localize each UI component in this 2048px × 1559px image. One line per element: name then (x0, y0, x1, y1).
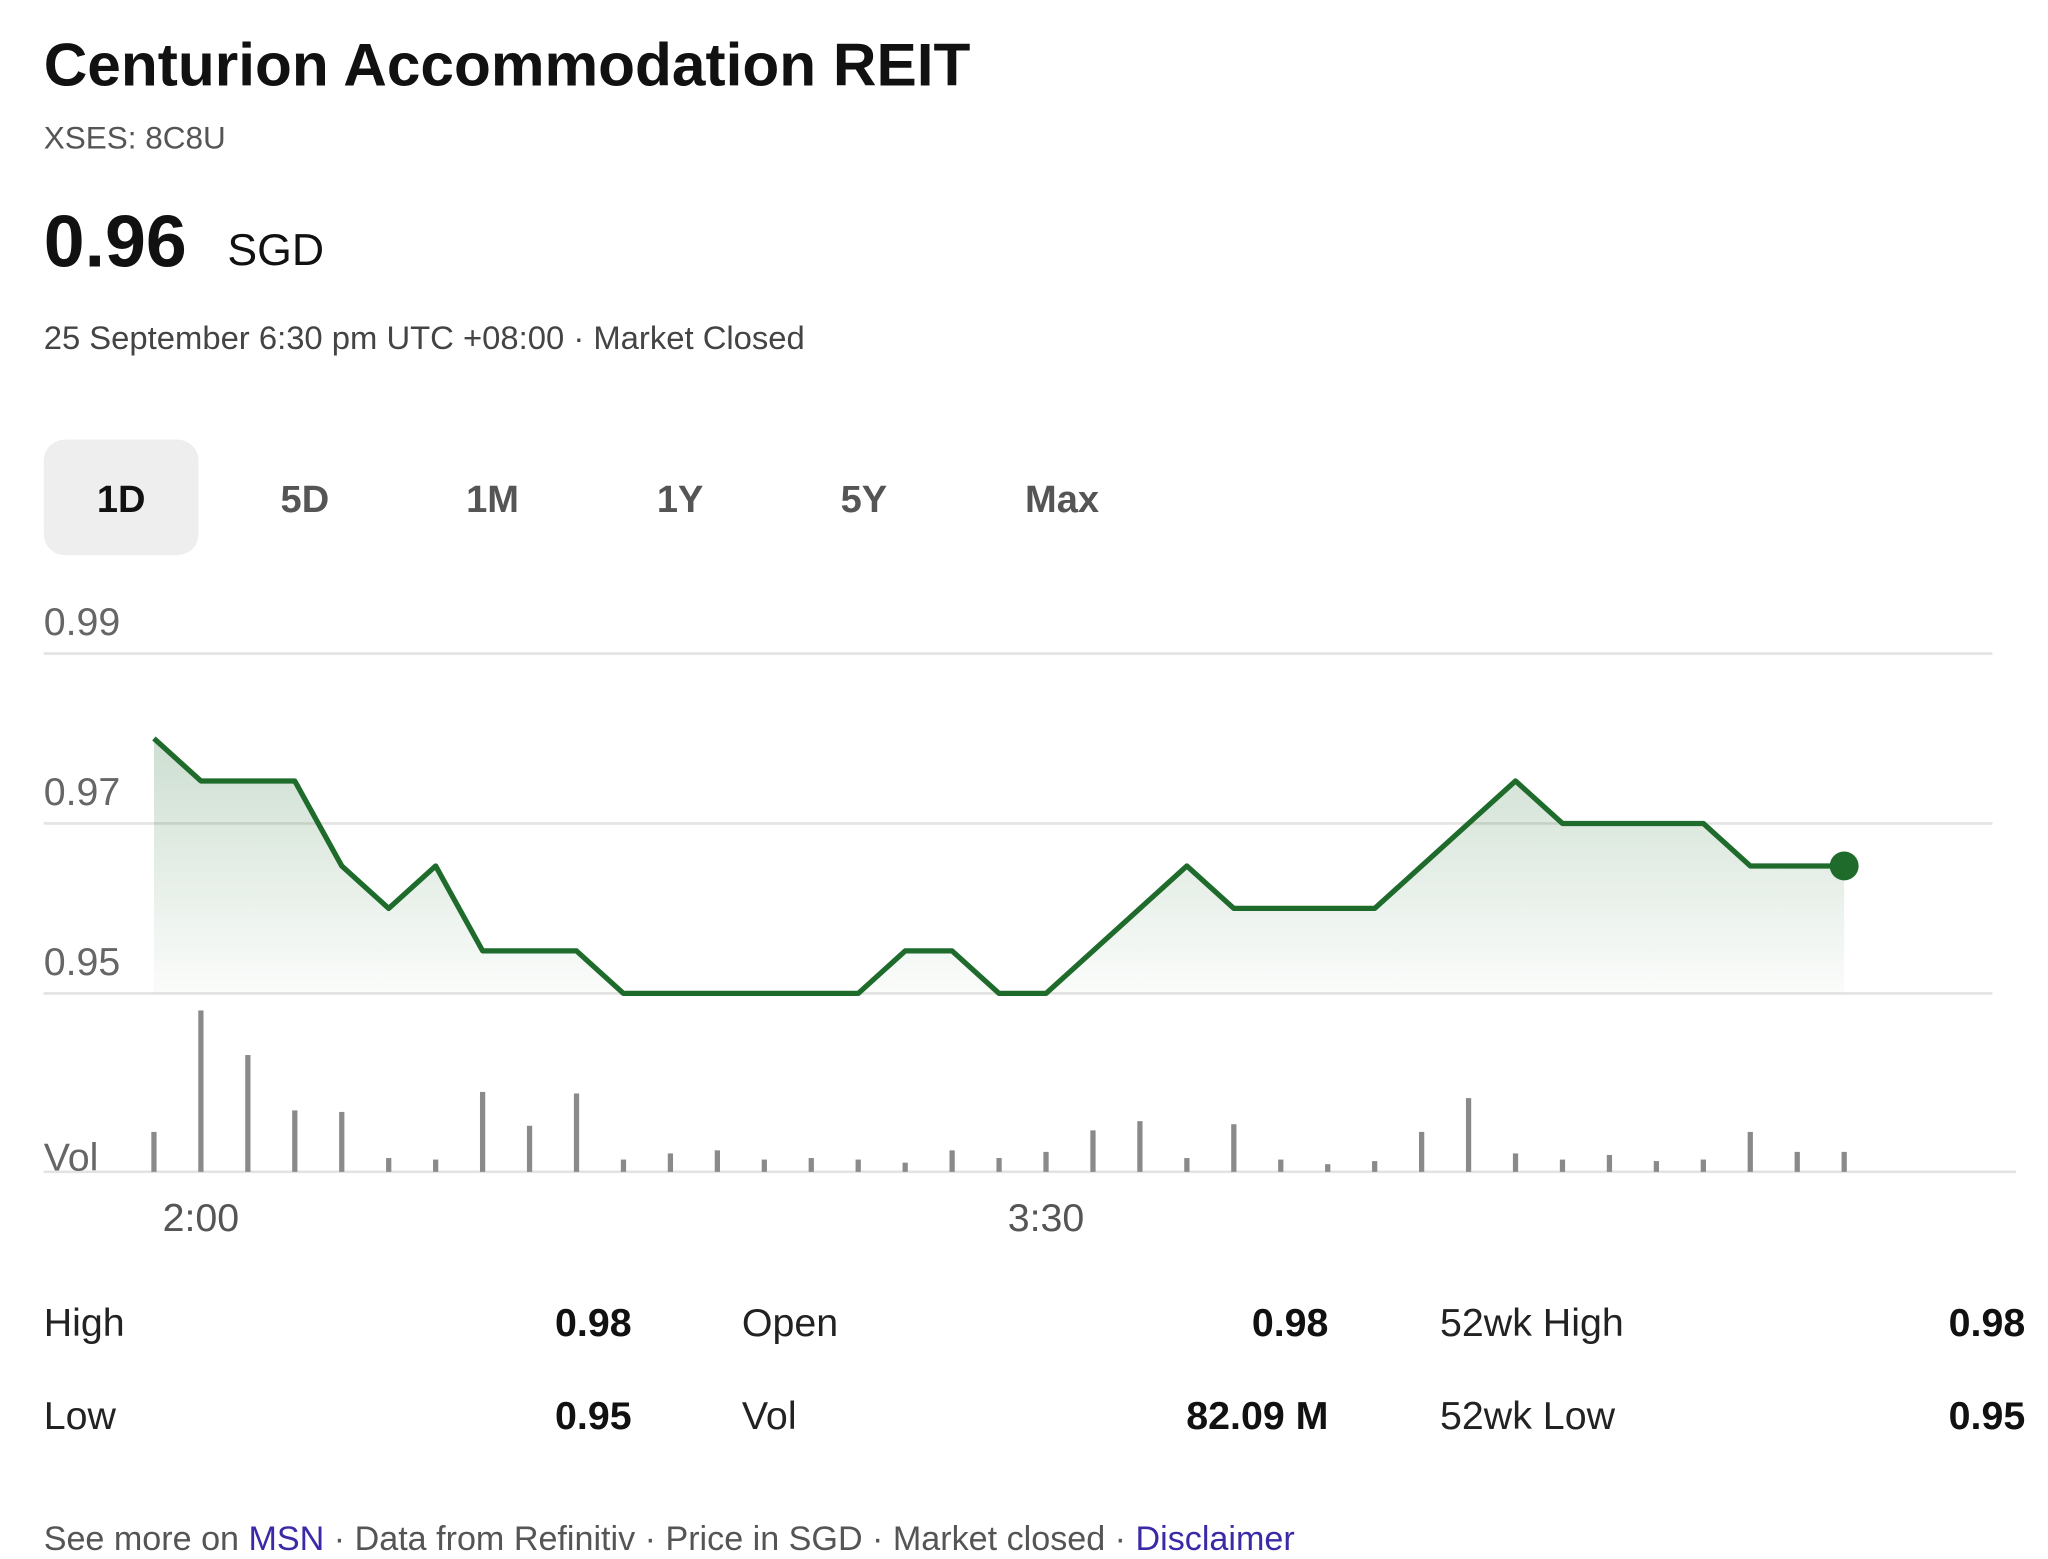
x-tick-label: 2:00 (163, 1196, 240, 1240)
stat-value: 0.95 (555, 1394, 632, 1438)
volume-bar (526, 1125, 533, 1172)
range-tab[interactable]: 1M (466, 479, 519, 521)
volume-bar (573, 1093, 580, 1172)
msn-link[interactable]: MSN (249, 1520, 325, 1558)
volume-bar (1841, 1151, 1847, 1172)
stat-label: 52wk Low (1440, 1394, 1616, 1438)
volume-bar (1278, 1159, 1284, 1172)
stat-label: High (44, 1301, 125, 1345)
range-tab[interactable]: 1D (97, 479, 146, 521)
range-tab[interactable]: 5D (281, 479, 330, 521)
range-tab[interactable]: 1Y (657, 479, 704, 521)
volume-bar (1372, 1161, 1378, 1172)
volume-bar (855, 1159, 861, 1172)
disclaimer-link[interactable]: Disclaimer (1136, 1520, 1295, 1558)
volume-bar (479, 1091, 486, 1172)
footer-text: See more on (44, 1520, 249, 1558)
stat-label: Open (742, 1301, 838, 1345)
stat-value: 0.98 (1252, 1301, 1329, 1345)
range-tab[interactable]: 5Y (841, 479, 888, 521)
volume-bar (245, 1055, 251, 1172)
ticker: XSES: 8C8U (44, 119, 226, 155)
stat-label: 52wk High (1440, 1301, 1624, 1345)
volume-bar (433, 1159, 439, 1172)
volume-bar (949, 1150, 955, 1172)
volume-bar (1512, 1153, 1519, 1172)
footer-text: · Data from Refinitiv · Price in SGD · M… (324, 1520, 1135, 1558)
y-tick-label: 0.97 (44, 770, 121, 814)
volume-bar (339, 1111, 345, 1172)
volume-bar (1418, 1131, 1425, 1172)
stat-value: 82.09 M (1186, 1394, 1328, 1438)
volume-bar (151, 1131, 157, 1172)
volume-bar (386, 1158, 392, 1172)
x-tick-label: 3:30 (1008, 1196, 1085, 1240)
volume-bar (761, 1159, 767, 1172)
currency: SGD (227, 226, 324, 275)
market-status: 25 September 6:30 pm UTC +08:00 · Market… (44, 319, 805, 356)
y-tick-label: 0.95 (44, 940, 121, 984)
volume-bar (198, 1010, 204, 1172)
last-point (1829, 851, 1859, 881)
volume-bar (292, 1110, 298, 1172)
volume-bar (667, 1153, 674, 1172)
volume-bar (1137, 1121, 1143, 1172)
volume-bar (1700, 1159, 1706, 1172)
title: Centurion Accommodation REIT (44, 30, 971, 98)
volume-bar (1184, 1158, 1190, 1172)
y-tick-label: 0.99 (44, 600, 121, 644)
footer: See more on MSN · Data from Refinitiv · … (44, 1520, 1295, 1558)
stat-label: Vol (742, 1394, 797, 1438)
volume-bar (1559, 1159, 1566, 1172)
volume-bar (714, 1150, 720, 1172)
area (153, 738, 1845, 994)
volume-bar (996, 1158, 1002, 1172)
stat-value: 0.95 (1949, 1394, 2026, 1438)
range-tab[interactable]: Max (1025, 479, 1099, 521)
volume-label: Vol (44, 1136, 99, 1180)
volume-bar (1606, 1154, 1613, 1172)
volume-bar (1653, 1161, 1660, 1172)
active-tab-bg (43, 439, 199, 556)
price-line (152, 736, 1845, 997)
price: 0.96 (44, 199, 187, 282)
volume-bar (1090, 1130, 1096, 1172)
stat-value: 0.98 (1949, 1301, 2026, 1345)
volume-bar (902, 1162, 908, 1172)
stat-value: 0.98 (555, 1301, 632, 1345)
volume-bar (1231, 1124, 1237, 1172)
stat-label: Low (44, 1394, 117, 1438)
volume-bar (808, 1158, 814, 1172)
volume-bar (1794, 1151, 1800, 1172)
volume-bar (1465, 1098, 1472, 1172)
volume-bar (1325, 1164, 1331, 1172)
volume-bar (620, 1159, 627, 1172)
volume-bar (1747, 1131, 1753, 1172)
volume-bar (1043, 1151, 1049, 1172)
